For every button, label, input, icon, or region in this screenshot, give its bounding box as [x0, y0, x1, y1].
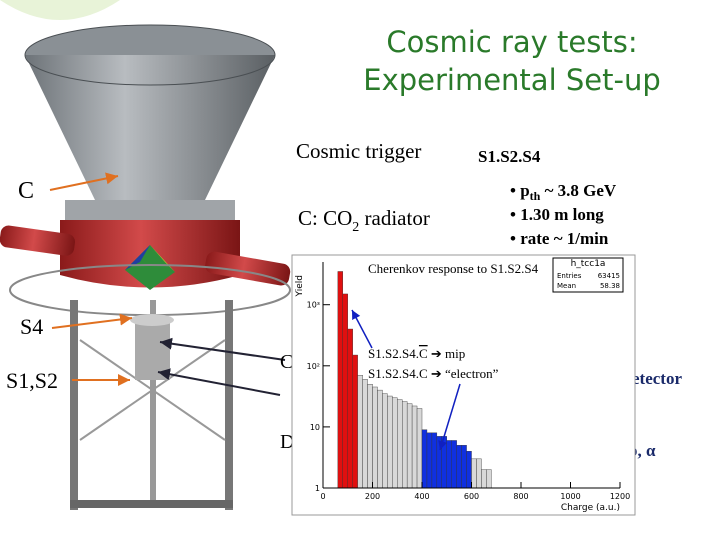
text: ~ 3.8 GeV [540, 181, 617, 200]
histogram-bar [411, 405, 418, 489]
bullet: • pth ~ 3.8 GeV [510, 181, 617, 203]
inset-title: Cherenkov response to S1.S2.S4 [368, 261, 539, 276]
histogram-bar [342, 293, 348, 489]
histogram-bar [347, 328, 353, 489]
y-tick-label: 10 [310, 423, 320, 432]
histogram-bar [471, 458, 477, 489]
hidden-fragment: D [280, 431, 294, 453]
text: radiator [359, 206, 430, 230]
histogram-bar [451, 440, 457, 489]
trigger-label: Cosmic trigger [296, 139, 421, 163]
histogram-bar [476, 458, 482, 489]
radiator: C: CO2 radiator [298, 206, 430, 235]
text: S1.S2.S4. [368, 346, 419, 361]
inset-plot: Cherenkov response to S1.S2.S4 h_tcc1a E… [291, 254, 636, 516]
trigger-value: S1.S2.S4 [478, 147, 541, 166]
histogram-bar [416, 408, 423, 489]
x-tick-label: 200 [365, 492, 380, 501]
annotation: S1.S2.S4.C ➔ mip [368, 346, 465, 361]
text: ➔ mip [428, 346, 466, 361]
stats-box [552, 257, 624, 293]
histogram-bar [421, 429, 428, 489]
bullet: • 1.30 m long [510, 205, 604, 224]
title: Experimental Set-up [363, 63, 660, 97]
stats-key: Mean [557, 282, 576, 290]
histogram-bar [382, 393, 388, 489]
histogram-bar [352, 354, 358, 489]
overlined-text: C [419, 346, 428, 361]
stats-value: 58.38 [600, 282, 620, 290]
histogram-bar [362, 379, 368, 489]
arrow [351, 309, 373, 349]
annotation: S1.S2.S4.C ➔ “electron” [368, 366, 499, 381]
subscript: 2 [352, 220, 359, 235]
label: S1,S2 [6, 368, 58, 393]
x-tick-label: 1200 [610, 492, 630, 501]
arrow [438, 383, 461, 451]
text: • p [510, 181, 530, 200]
histogram-bar [486, 469, 492, 489]
text: C: CO [298, 206, 352, 230]
label: C [18, 178, 34, 204]
y-tick-label: 10³ [307, 301, 320, 310]
bullet: • rate ~ 1/min [510, 229, 609, 248]
title: Cosmic ray tests: [386, 25, 637, 59]
x-tick-label: 800 [513, 492, 528, 501]
stats-key: Entries [557, 272, 582, 280]
arrow [159, 337, 286, 361]
apparatus [0, 24, 291, 510]
histogram-bar [406, 403, 413, 489]
histogram-bar [426, 432, 433, 489]
x-axis-label: Charge (a.u.) [561, 503, 620, 513]
label: S4 [20, 314, 43, 339]
arrow [51, 313, 133, 329]
histogram-bar [461, 445, 467, 489]
histogram-bar [456, 445, 462, 489]
y-axis-label: Yield [295, 275, 305, 297]
histogram-bar [392, 397, 398, 489]
x-tick-label: 600 [464, 492, 479, 501]
arrow [49, 172, 119, 191]
histogram-bar [446, 440, 452, 489]
hidden-fragment: C [280, 351, 293, 373]
histogram-bar [466, 451, 472, 489]
x-tick-label: 400 [414, 492, 429, 501]
arrow [157, 368, 281, 396]
histogram-bar [397, 399, 403, 489]
x-tick-label: 0 [320, 492, 325, 501]
histogram-bar [372, 386, 378, 489]
subscript: th [530, 189, 541, 203]
x-tick-label: 1000 [560, 492, 580, 501]
histogram-bar [431, 432, 438, 489]
histogram-bar [357, 375, 363, 489]
histogram-bar [387, 395, 393, 489]
decoration [0, 0, 120, 20]
histogram-bar [481, 469, 487, 489]
stats-value: 63415 [598, 272, 620, 280]
histogram-bar [367, 383, 373, 489]
histogram-bar [402, 401, 408, 489]
hidden-fragment: etector [632, 369, 682, 388]
histogram-bar [337, 271, 344, 489]
y-tick-label: 10² [307, 362, 320, 371]
y-tick-label: 1 [315, 484, 320, 493]
stats-name: h_tcc1a [571, 259, 606, 269]
histogram-bar [377, 389, 383, 489]
